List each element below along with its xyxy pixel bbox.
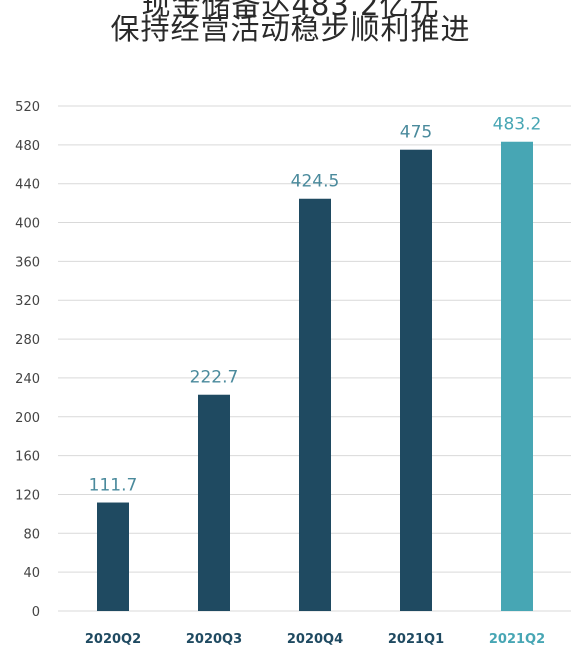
y-tick-label: 80 (23, 527, 40, 542)
y-tick-label: 480 (15, 139, 40, 154)
x-category-label: 2020Q3 (186, 632, 242, 647)
y-tick-label: 120 (15, 488, 40, 503)
y-tick-label: 160 (15, 450, 40, 465)
y-tick-label: 240 (15, 372, 40, 387)
x-category-label: 2021Q2 (489, 632, 545, 647)
value-label: 424.5 (291, 172, 340, 192)
value-label: 222.7 (190, 368, 239, 388)
value-label: 111.7 (89, 476, 138, 496)
y-tick-label: 320 (15, 294, 40, 309)
y-tick-label: 280 (15, 333, 40, 348)
bar-2020Q2 (97, 502, 129, 611)
y-tick-label: 0 (32, 605, 40, 620)
bar-2021Q1 (400, 149, 432, 612)
x-category-label: 2020Q4 (287, 632, 343, 647)
chart-title-line-2: 保持经营活动稳步顺利推进 (110, 12, 471, 46)
chart-title-line-1: 现金储备达483.2亿元 (141, 0, 440, 22)
x-category-label: 2020Q2 (85, 632, 141, 647)
y-tick-label: 200 (15, 411, 40, 426)
bar-2021Q2 (501, 141, 533, 611)
y-tick-label: 520 (15, 100, 40, 115)
bar-2020Q4 (299, 198, 331, 612)
value-label: 483.2 (493, 115, 542, 135)
bar-2020Q3 (198, 394, 230, 611)
y-tick-label: 40 (23, 566, 40, 581)
y-tick-label: 440 (15, 178, 40, 193)
value-label: 475 (400, 123, 432, 143)
y-tick-label: 360 (15, 255, 40, 270)
y-tick-label: 400 (15, 217, 40, 232)
x-category-label: 2021Q1 (388, 632, 444, 647)
